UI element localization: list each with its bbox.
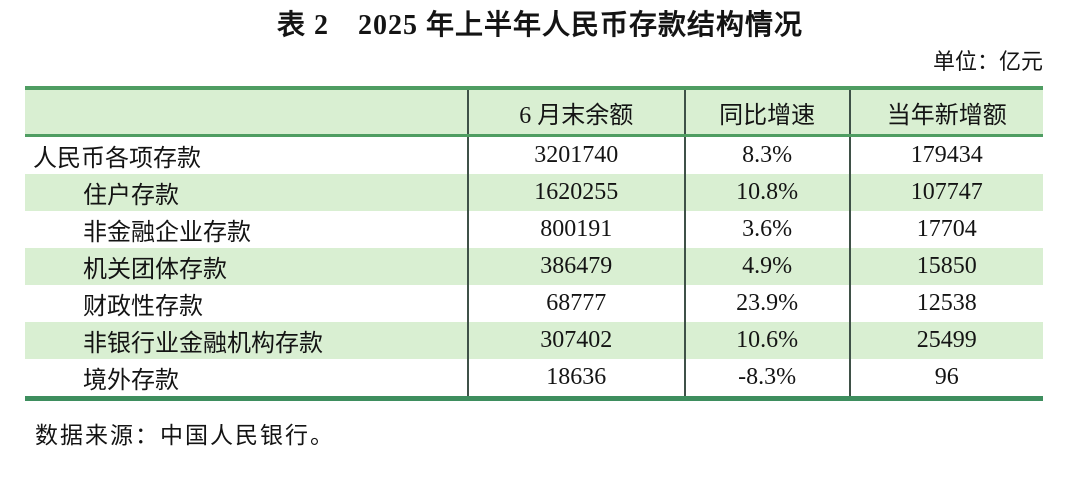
row-balance: 386479 bbox=[466, 248, 685, 285]
table-row: 非金融企业存款 800191 3.6% 17704 bbox=[25, 211, 1043, 248]
deposit-structure-table: 6 月末余额 同比增速 当年新增额 人民币各项存款 3201740 8.3% 1… bbox=[25, 86, 1043, 401]
row-increase: 107747 bbox=[848, 174, 1043, 211]
row-balance: 800191 bbox=[466, 211, 685, 248]
header-cell-balance: 6 月末余额 bbox=[466, 88, 685, 137]
row-label: 机关团体存款 bbox=[83, 257, 227, 283]
row-growth: 8.3% bbox=[683, 135, 850, 174]
table-region: 单位：亿元 6 月末余额 同比增速 当年新增额 人民币各项存款 3201740 … bbox=[25, 49, 1043, 401]
row-balance: 1620255 bbox=[466, 174, 685, 211]
header-cell-blank bbox=[25, 88, 468, 137]
row-label: 非银行业金融机构存款 bbox=[83, 331, 323, 357]
row-balance: 307402 bbox=[466, 322, 685, 359]
unit-label: 单位：亿元 bbox=[932, 49, 1043, 74]
data-source-note: 数据来源：中国人民银行。 bbox=[35, 423, 335, 448]
row-growth: 23.9% bbox=[683, 285, 850, 322]
table-row: 财政性存款 68777 23.9% 12538 bbox=[25, 285, 1043, 322]
row-label: 人民币各项存款 bbox=[33, 146, 201, 172]
row-growth: 10.6% bbox=[683, 322, 850, 359]
row-increase: 179434 bbox=[848, 135, 1043, 174]
row-growth: -8.3% bbox=[683, 359, 850, 399]
row-balance: 18636 bbox=[466, 359, 685, 399]
header-cell-growth: 同比增速 bbox=[683, 88, 850, 137]
row-increase: 12538 bbox=[848, 285, 1043, 322]
table-row: 住户存款 1620255 10.8% 107747 bbox=[25, 174, 1043, 211]
row-balance: 68777 bbox=[466, 285, 685, 322]
row-increase: 25499 bbox=[848, 322, 1043, 359]
table-row: 机关团体存款 386479 4.9% 15850 bbox=[25, 248, 1043, 285]
row-increase: 17704 bbox=[848, 211, 1043, 248]
header-row: 6 月末余额 同比增速 当年新增额 bbox=[25, 88, 1043, 137]
row-increase: 15850 bbox=[848, 248, 1043, 285]
row-label: 住户存款 bbox=[83, 183, 179, 209]
row-growth: 4.9% bbox=[683, 248, 850, 285]
row-label: 财政性存款 bbox=[83, 294, 203, 320]
table-row: 非银行业金融机构存款 307402 10.6% 25499 bbox=[25, 322, 1043, 359]
table-title: 表 2 2025 年上半年人民币存款结构情况 bbox=[276, 10, 803, 41]
row-growth: 3.6% bbox=[683, 211, 850, 248]
table-row: 人民币各项存款 3201740 8.3% 179434 bbox=[25, 135, 1043, 174]
row-label: 非金融企业存款 bbox=[83, 220, 251, 246]
header-cell-increase: 当年新增额 bbox=[848, 88, 1043, 137]
table-row: 境外存款 18636 -8.3% 96 bbox=[25, 359, 1043, 399]
row-balance: 3201740 bbox=[466, 135, 685, 174]
row-increase: 96 bbox=[848, 359, 1043, 399]
row-label: 境外存款 bbox=[83, 368, 179, 394]
row-growth: 10.8% bbox=[683, 174, 850, 211]
